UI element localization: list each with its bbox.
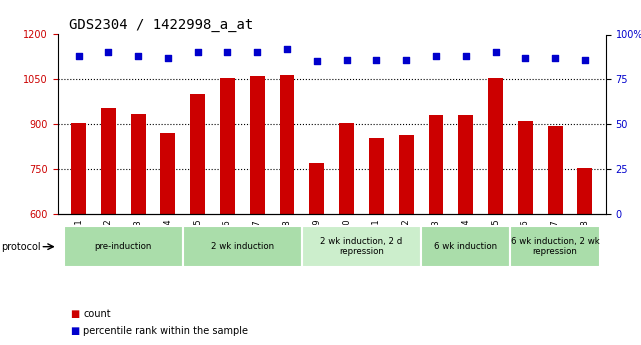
Bar: [160, 133, 176, 214]
Point: [192, 50, 203, 55]
Bar: [279, 75, 294, 214]
FancyBboxPatch shape: [302, 227, 421, 267]
Text: 2 wk induction: 2 wk induction: [211, 242, 274, 251]
Point: [103, 50, 113, 55]
Point: [163, 55, 173, 61]
Text: percentile rank within the sample: percentile rank within the sample: [83, 326, 248, 336]
Text: protocol: protocol: [1, 242, 41, 252]
Point: [282, 46, 292, 52]
Bar: [429, 115, 444, 214]
Bar: [578, 168, 592, 214]
Text: ■: ■: [71, 309, 79, 319]
Text: count: count: [83, 309, 111, 319]
Point: [222, 50, 233, 55]
Bar: [399, 135, 413, 214]
Point: [461, 53, 471, 59]
Text: GDS2304 / 1422998_a_at: GDS2304 / 1422998_a_at: [69, 18, 253, 32]
Bar: [458, 115, 473, 214]
Point: [74, 53, 84, 59]
FancyBboxPatch shape: [510, 227, 600, 267]
Point: [133, 53, 143, 59]
Bar: [547, 126, 563, 214]
Point: [371, 57, 381, 62]
Text: pre-induction: pre-induction: [94, 242, 152, 251]
Point: [579, 57, 590, 62]
Bar: [220, 78, 235, 214]
Point: [520, 55, 531, 61]
Text: 6 wk induction: 6 wk induction: [434, 242, 497, 251]
Point: [252, 50, 262, 55]
Bar: [101, 108, 116, 214]
Point: [312, 59, 322, 64]
Point: [342, 57, 352, 62]
FancyBboxPatch shape: [63, 227, 183, 267]
FancyBboxPatch shape: [421, 227, 510, 267]
FancyBboxPatch shape: [183, 227, 302, 267]
Bar: [369, 138, 384, 214]
Point: [401, 57, 412, 62]
Bar: [250, 76, 265, 214]
Point: [431, 53, 441, 59]
Bar: [71, 123, 86, 214]
Point: [550, 55, 560, 61]
Bar: [310, 163, 324, 214]
Bar: [518, 121, 533, 214]
Bar: [190, 94, 205, 214]
Bar: [131, 114, 146, 214]
Text: 6 wk induction, 2 wk
repression: 6 wk induction, 2 wk repression: [511, 237, 599, 256]
Text: ■: ■: [71, 326, 79, 336]
Bar: [339, 123, 354, 214]
Point: [490, 50, 501, 55]
Text: 2 wk induction, 2 d
repression: 2 wk induction, 2 d repression: [320, 237, 403, 256]
Bar: [488, 78, 503, 214]
